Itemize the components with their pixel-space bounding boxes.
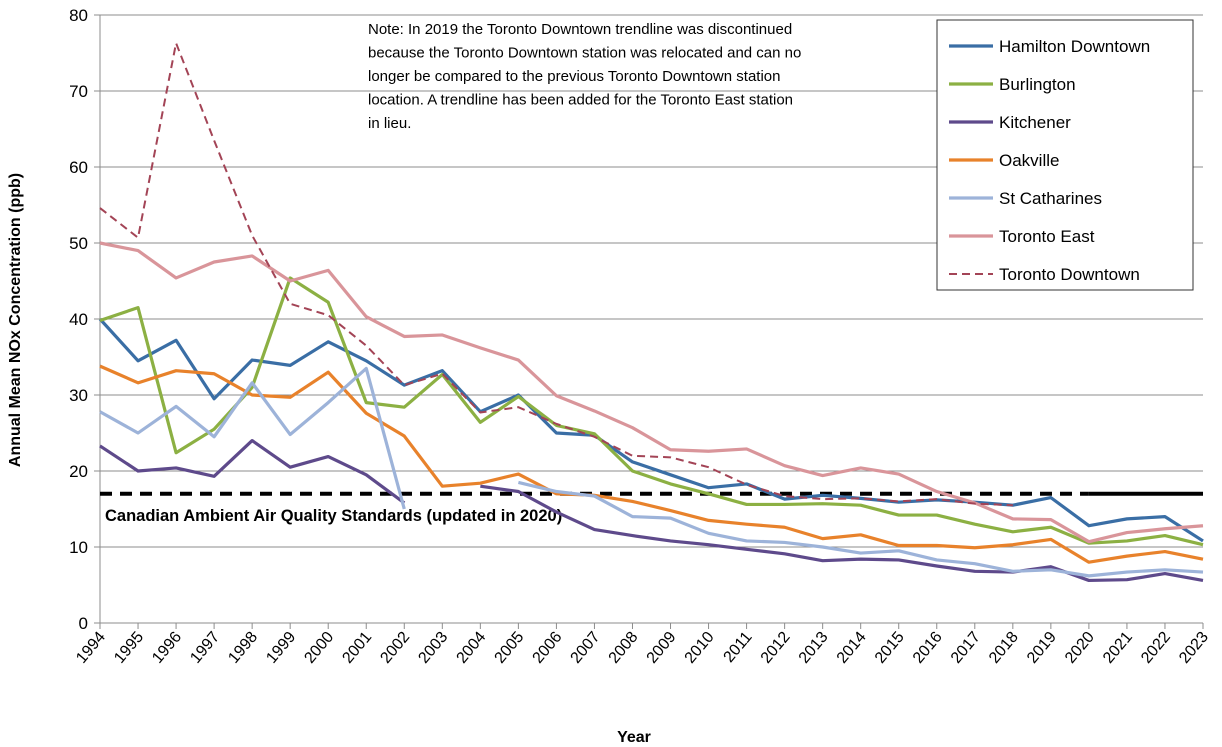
y-tick-label: 40 [69, 310, 88, 329]
x-tick-label: 2008 [606, 629, 642, 667]
x-tick-label: 2005 [492, 629, 528, 667]
x-tick-label: 1999 [263, 629, 299, 667]
legend-label: Burlington [999, 75, 1076, 94]
legend-box [936, 19, 1194, 291]
series-line [99, 276, 1204, 547]
x-tick-label: 2001 [339, 629, 375, 667]
x-tick-label: 2022 [1138, 629, 1174, 667]
annotation: location. A trendline has been added for… [368, 92, 793, 109]
annotation: in lieu. [368, 115, 411, 132]
x-tick-label: 2018 [986, 629, 1022, 667]
legend-label: Oakville [999, 151, 1059, 170]
y-tick-label: 70 [69, 82, 88, 101]
x-tick-label: 2014 [834, 629, 870, 667]
annotation: Note: In 2019 the Toronto Downtown trend… [368, 21, 792, 38]
x-axis-label: Year [617, 729, 651, 746]
x-tick-label: 1994 [73, 629, 109, 667]
y-tick-label: 80 [69, 6, 88, 25]
x-tick-label: 2004 [454, 629, 490, 667]
x-tick-label: 2012 [758, 629, 794, 667]
series-line [99, 364, 1204, 564]
x-tick-label: 1997 [187, 629, 223, 667]
x-tick-label: 2016 [910, 629, 946, 667]
legend-label: St Catharines [999, 189, 1102, 208]
x-tick-label: 2020 [1062, 629, 1098, 667]
x-tick-label: 1995 [111, 629, 147, 667]
y-tick-label: 0 [79, 614, 88, 633]
legend-label: Toronto Downtown [999, 265, 1140, 284]
series-line [99, 241, 1204, 544]
annotation: because the Toronto Downtown station was… [368, 45, 801, 62]
x-tick-label: 2013 [796, 629, 832, 667]
x-tick-label: 2007 [568, 629, 604, 667]
legend-label: Hamilton Downtown [999, 37, 1150, 56]
x-tick-label: 2017 [948, 629, 984, 667]
y-tick-label: 50 [69, 234, 88, 253]
x-tick-label: 1996 [149, 629, 185, 667]
x-tick-label: 2023 [1176, 629, 1212, 667]
x-tick-label: 1998 [225, 629, 261, 667]
x-tick-label: 2021 [1100, 629, 1136, 667]
series-line [99, 42, 1013, 507]
x-tick-label: 2009 [644, 629, 680, 667]
series-line [99, 439, 1204, 583]
legend-label: Toronto East [999, 227, 1095, 246]
x-tick-label: 2003 [415, 629, 451, 667]
x-tick-label: 2010 [682, 629, 718, 667]
legend-label: Kitchener [999, 113, 1071, 132]
y-tick-label: 20 [69, 462, 88, 481]
x-tick-label: 2000 [301, 629, 337, 667]
series-line [98, 317, 1204, 543]
y-tick-label: 10 [69, 538, 88, 557]
annotation: longer be compared to the previous Toron… [368, 68, 780, 85]
y-axis-label: Annual Mean NOx Concentration (ppb) [7, 173, 24, 467]
y-tick-label: 30 [69, 386, 88, 405]
y-tick-label: 60 [69, 158, 88, 177]
x-tick-label: 2002 [377, 629, 413, 667]
series-line [99, 366, 1204, 578]
x-tick-label: 2011 [721, 629, 756, 666]
reference-line-label: Canadian Ambient Air Quality Standards (… [105, 507, 562, 525]
x-tick-label: 2015 [872, 629, 908, 667]
x-tick-label: 2019 [1024, 629, 1060, 667]
x-tick-label: 2006 [530, 629, 566, 667]
